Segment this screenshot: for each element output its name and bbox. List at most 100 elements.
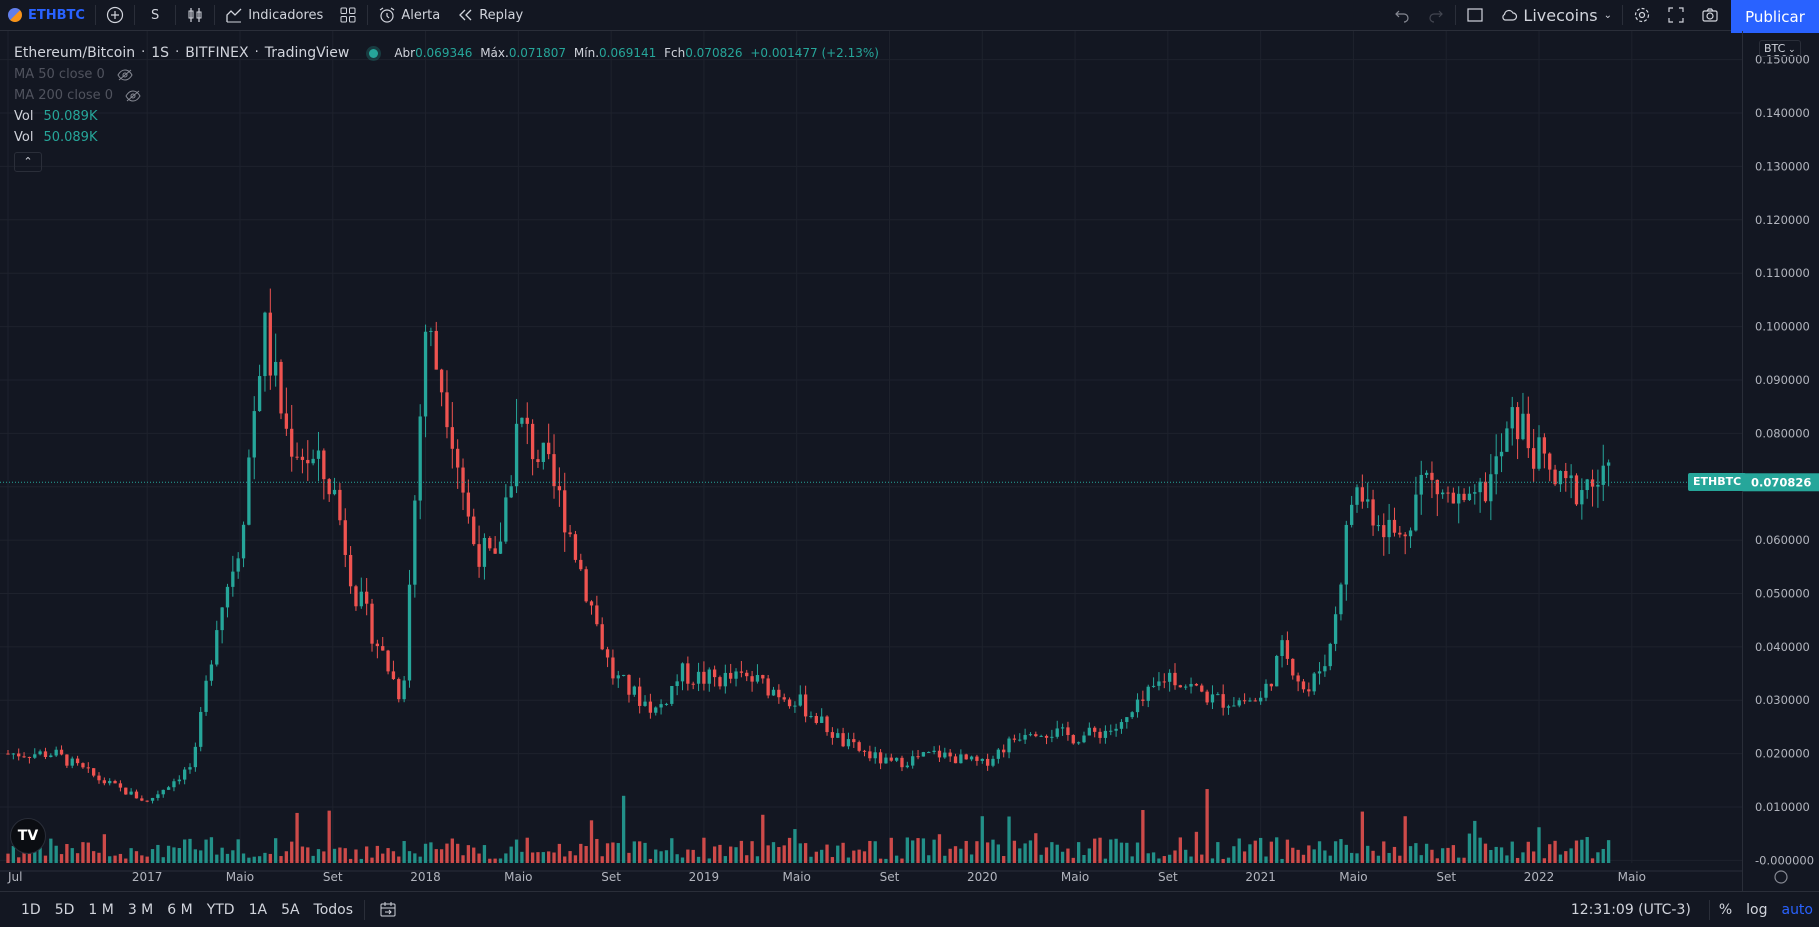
- time-axis-settings-icon[interactable]: [1774, 870, 1788, 884]
- candle-body: [466, 492, 471, 517]
- volume-row-2[interactable]: Vol 50.089K: [14, 127, 879, 148]
- date-range-button[interactable]: [367, 901, 404, 919]
- range-button[interactable]: 1 M: [88, 901, 114, 918]
- range-button[interactable]: 1A: [248, 901, 268, 918]
- hidden-eye-icon[interactable]: [125, 89, 141, 102]
- candle-body: [225, 586, 230, 608]
- candle-body: [921, 752, 926, 757]
- chevron-down-icon: ⌄: [1603, 9, 1612, 21]
- chevron-up-icon: ⌃: [23, 155, 33, 168]
- volume-bar: [279, 856, 283, 863]
- auto-toggle[interactable]: auto: [1781, 901, 1813, 918]
- candle-body: [1253, 700, 1257, 702]
- candle-body: [268, 312, 272, 376]
- undo-icon: [1395, 10, 1410, 23]
- volume-bar: [1258, 837, 1263, 863]
- volume-row[interactable]: Vol 50.089K: [14, 106, 879, 127]
- volume-bar: [359, 858, 363, 863]
- candle-body: [825, 716, 829, 733]
- candle-body: [1087, 727, 1091, 736]
- candle-body: [803, 694, 808, 717]
- volume-bar: [215, 854, 219, 863]
- volume-bar: [1446, 847, 1450, 863]
- volume-bar: [327, 810, 331, 863]
- volume-bar: [354, 849, 358, 863]
- compare-button[interactable]: [98, 0, 132, 30]
- volume-bar: [236, 839, 240, 863]
- candle-body: [916, 756, 920, 758]
- candle-body: [530, 423, 535, 460]
- volume-bar: [1441, 848, 1445, 863]
- publish-button[interactable]: Publicar: [1731, 0, 1819, 33]
- candle-body: [1109, 730, 1113, 732]
- volume-bar: [1451, 845, 1456, 863]
- volume-bar: [193, 849, 198, 863]
- candle-body: [1119, 722, 1124, 729]
- fullscreen-icon: [1668, 7, 1684, 23]
- y-tick-label: 0.060000: [1755, 533, 1810, 547]
- interval-button[interactable]: S: [137, 0, 173, 30]
- candle-body: [600, 624, 604, 650]
- volume-bar: [172, 847, 176, 863]
- candle-body: [1248, 700, 1252, 702]
- candle-body: [59, 749, 64, 755]
- volume-bar: [134, 851, 139, 863]
- alert-button[interactable]: Alerta: [370, 0, 448, 30]
- ma50-label: MA 50 close 0: [14, 66, 105, 82]
- redo-button[interactable]: [1419, 0, 1453, 30]
- volume-bar: [498, 858, 503, 863]
- volume-bar: [124, 858, 128, 863]
- volume-bar: [456, 843, 460, 863]
- candle-body: [1451, 492, 1456, 504]
- y-tick-label: 0.030000: [1755, 693, 1810, 707]
- undo-button[interactable]: [1385, 0, 1419, 30]
- ma50-row[interactable]: MA 50 close 0: [14, 64, 879, 85]
- price-axis[interactable]: 0.1500000.1400000.1300000.1200000.110000…: [1742, 31, 1819, 891]
- price-chart[interactable]: Jul 2017 Maio Set 2018 Maio Set 2019 Maio Set 2020…: [0, 31, 1742, 891]
- layout-select-button[interactable]: [1458, 0, 1492, 30]
- candle-body: [97, 775, 101, 781]
- replay-button[interactable]: Replay: [448, 0, 531, 30]
- range-button[interactable]: 1D: [21, 901, 41, 918]
- percent-toggle[interactable]: %: [1718, 901, 1733, 918]
- currency-badge[interactable]: BTC ⌄: [1759, 40, 1801, 57]
- range-button[interactable]: 3 M: [127, 901, 154, 918]
- volume-bar: [889, 837, 893, 863]
- volume-bar: [472, 847, 476, 863]
- candle-body: [611, 657, 615, 679]
- volume-bar: [563, 856, 567, 863]
- ma200-row[interactable]: MA 200 close 0: [14, 85, 879, 106]
- candle-body: [1050, 736, 1054, 738]
- bottom-toolbar: 1D 5D 1 M 3 M 6 M YTD 1A 5A Todos 12:31:09 (UTC-…: [0, 891, 1819, 927]
- candle-body: [1483, 481, 1488, 502]
- range-button[interactable]: 6 M: [167, 901, 193, 918]
- volume-bar: [579, 843, 583, 863]
- candle-body: [1275, 655, 1279, 687]
- chart-type-button[interactable]: [178, 0, 212, 30]
- hidden-eye-icon[interactable]: [117, 68, 133, 81]
- snapshot-button[interactable]: [1693, 0, 1727, 30]
- volume-bar: [1526, 841, 1530, 863]
- range-button[interactable]: 5D: [54, 901, 75, 918]
- settings-button[interactable]: [1625, 0, 1659, 30]
- candle-body: [134, 791, 139, 799]
- volume-bar: [225, 853, 230, 863]
- log-toggle[interactable]: log: [1746, 901, 1768, 918]
- range-button[interactable]: Todos: [313, 901, 354, 918]
- save-layout-button[interactable]: Livecoins ⌄: [1492, 0, 1620, 30]
- candle-body: [755, 675, 760, 682]
- tradingview-logo[interactable]: TV: [10, 818, 46, 854]
- range-button[interactable]: 5A: [281, 901, 300, 918]
- candle-body: [86, 767, 90, 769]
- indicators-button[interactable]: Indicadores: [217, 0, 331, 30]
- symbol-search[interactable]: ETHBTC: [0, 0, 93, 30]
- candle-body: [948, 752, 952, 757]
- collapse-legend-button[interactable]: ⌃: [14, 152, 42, 172]
- fullscreen-button[interactable]: [1659, 0, 1693, 30]
- range-button[interactable]: YTD: [206, 901, 235, 918]
- volume-bar: [1248, 844, 1252, 863]
- x-tick-label: Maio: [226, 870, 254, 884]
- volume-bar: [33, 849, 37, 863]
- templates-button[interactable]: [331, 0, 365, 30]
- clock[interactable]: 12:31:09 (UTC-3): [1570, 901, 1691, 918]
